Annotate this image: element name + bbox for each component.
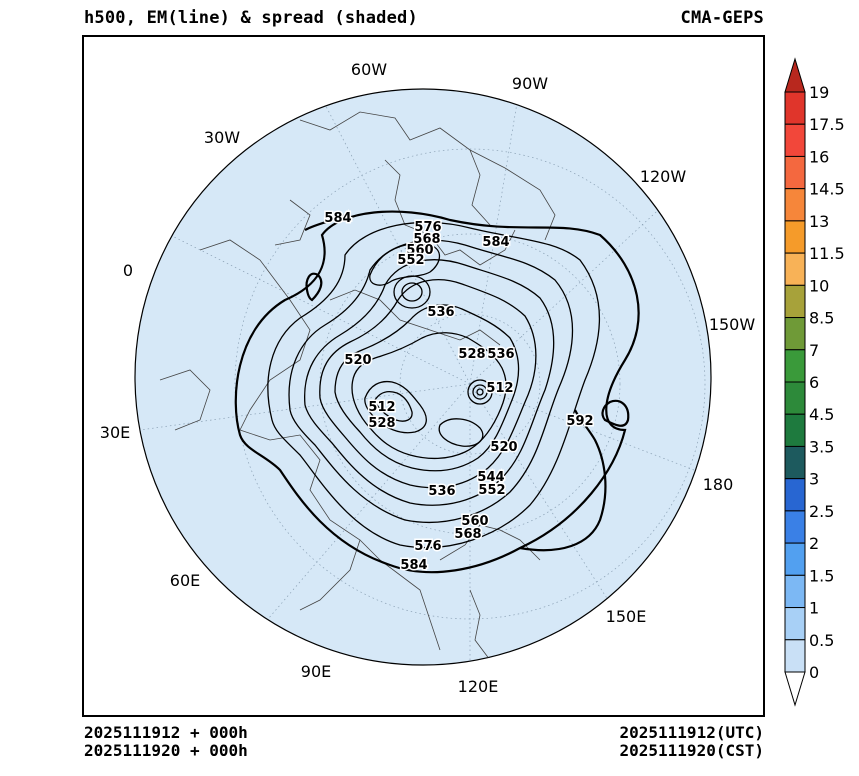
- longitude-labels: 60W 90W 30W 120W 0 150W 30E 180 60E 150E…: [100, 60, 756, 696]
- contour-label: 536: [487, 347, 514, 362]
- colorbar-label: 1: [809, 599, 819, 618]
- colorbar-label: 0: [809, 663, 819, 682]
- longitude-label: 120W: [640, 167, 687, 186]
- colorbar-swatch: [784, 542, 806, 576]
- valid-time-utc: 2025111912(UTC): [619, 723, 765, 742]
- colorbar-swatch: [784, 123, 806, 157]
- colorbar-label: 17.5: [809, 115, 845, 134]
- colorbar-label: 11.5: [809, 244, 845, 263]
- colorbar-swatch: [784, 510, 806, 544]
- init-time-cst: 2025111920 + 000h: [84, 741, 248, 760]
- longitude-label: 180: [703, 475, 734, 494]
- colorbar-label: 2: [809, 534, 819, 553]
- colorbar-label: 13: [809, 212, 829, 231]
- chart-title: h500, EM(line) & spread (shaded): [84, 8, 418, 28]
- colorbar: 1917.51614.51311.5108.5764.53.532.521.51…: [784, 57, 845, 707]
- colorbar-swatch: [784, 188, 806, 222]
- model-name: CMA-GEPS: [680, 8, 764, 28]
- colorbar-swatch: [784, 252, 806, 286]
- footer-right: 2025111912(UTC) 2025111920(CST): [620, 724, 765, 760]
- colorbar-swatch: [784, 413, 806, 447]
- longitude-label: 90E: [301, 662, 331, 681]
- longitude-label: 30E: [100, 423, 130, 442]
- colorbar-label: 14.5: [809, 180, 845, 199]
- contour-label: 568: [454, 527, 481, 542]
- contour-label: 560: [406, 243, 433, 258]
- colorbar-label: 0.5: [809, 631, 834, 650]
- contour-label: 560: [461, 514, 488, 529]
- contour-label: 528: [458, 347, 485, 362]
- longitude-label: 60E: [170, 571, 200, 590]
- contour-label: 584: [482, 235, 509, 250]
- colorbar-swatch: [784, 220, 806, 254]
- colorbar-swatch: [784, 381, 806, 415]
- contour-label: 568: [413, 232, 440, 247]
- longitude-label: 60W: [351, 60, 387, 79]
- colorbar-top-arrow: [784, 57, 806, 93]
- colorbar-label: 1.5: [809, 566, 834, 585]
- colorbar-swatch: [784, 478, 806, 512]
- contour-label: 592: [566, 414, 593, 429]
- contour-label: 584: [324, 211, 351, 226]
- colorbar-label: 3: [809, 470, 819, 489]
- init-time: 2025111912 + 000h: [84, 723, 248, 742]
- colorbar-swatch: [784, 284, 806, 319]
- contour-label: 536: [427, 305, 454, 320]
- contour-label: 552: [397, 253, 424, 268]
- colorbar-label: 2.5: [809, 502, 834, 521]
- contour-label: 520: [490, 440, 517, 455]
- longitude-label: 30W: [204, 128, 240, 147]
- contour-label: 576: [414, 220, 441, 235]
- longitude-label: 120E: [458, 677, 499, 696]
- colorbar-label: 19: [809, 83, 829, 102]
- footer-left: 2025111912 + 000h 2025111920 + 000h: [84, 724, 248, 760]
- contours: [234, 210, 640, 574]
- coastlines: [159, 111, 556, 661]
- longitude-label: 150E: [606, 607, 647, 626]
- contour-label: 528: [368, 416, 395, 431]
- contour-label: 512: [368, 400, 395, 415]
- valid-time-cst: 2025111920(CST): [619, 741, 765, 760]
- colorbar-swatch: [784, 91, 806, 125]
- colorbar-label: 4.5: [809, 405, 834, 424]
- contour-label: 520: [344, 353, 371, 368]
- colorbar-swatch: [784, 317, 806, 351]
- colorbar-swatch: [784, 607, 806, 641]
- colorbar-swatch: [784, 155, 806, 190]
- colorbar-swatch: [784, 349, 806, 383]
- colorbar-bottom-arrow: [784, 671, 806, 707]
- colorbar-swatch: [784, 574, 806, 609]
- longitude-label: 90W: [512, 74, 548, 93]
- contour-label: 544: [477, 470, 504, 485]
- colorbar-label: 7: [809, 341, 819, 360]
- colorbar-label: 8.5: [809, 309, 834, 328]
- contour-label: 576: [414, 539, 441, 554]
- contour-label: 536: [428, 484, 455, 499]
- colorbar-label: 3.5: [809, 437, 834, 456]
- colorbar-swatch: [784, 445, 806, 480]
- contour-labels: 584 576 568 560 552 584 536 520 528 536 …: [323, 210, 595, 575]
- polar-disc: [134, 88, 712, 666]
- colorbar-label: 10: [809, 276, 829, 295]
- colorbar-label: 16: [809, 147, 829, 166]
- longitude-label: 0: [123, 261, 133, 280]
- contour-label: 584: [400, 558, 427, 573]
- contour-label: 512: [486, 381, 513, 396]
- longitude-label: 150W: [709, 315, 756, 334]
- colorbar-label: 6: [809, 373, 819, 392]
- contour-label: 552: [478, 483, 505, 498]
- colorbar-swatch: [784, 639, 806, 673]
